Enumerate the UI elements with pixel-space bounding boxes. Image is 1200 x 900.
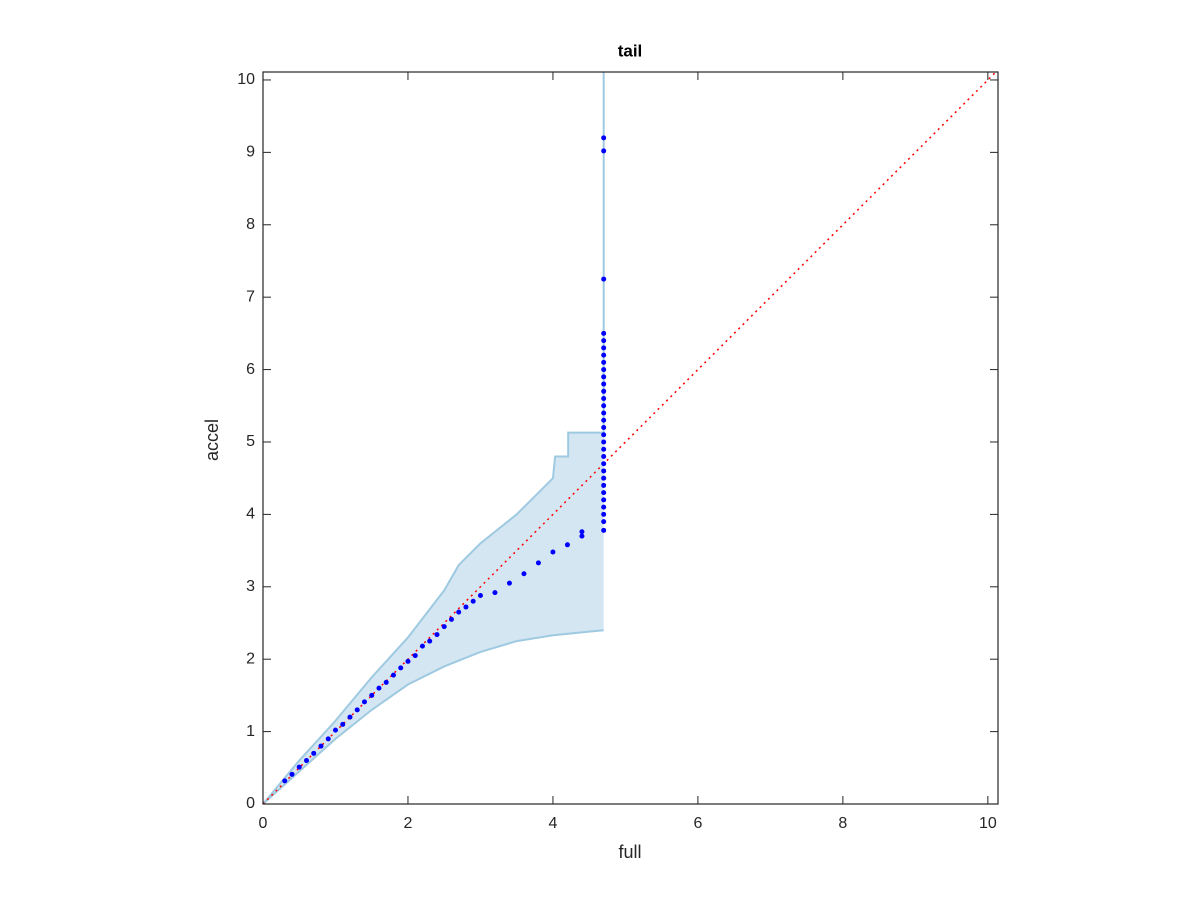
x-tick-label: 0 [259,815,268,832]
reference-line [262,71,997,805]
data-point [601,519,607,525]
data-point [601,482,607,488]
data-point [601,352,607,358]
y-tick-label: 3 [246,578,255,595]
data-point [296,764,302,770]
data-point [376,685,382,691]
data-point [601,425,607,431]
data-point [340,721,346,727]
data-point [601,468,607,474]
plot-frame [262,71,999,805]
data-point [579,529,585,535]
data-point [477,592,483,598]
x-tick-label: 2 [404,815,413,832]
confidence-band [263,432,604,804]
data-point [601,439,607,445]
data-point [463,604,469,610]
data-point [601,432,607,438]
data-point [419,643,425,649]
x-tick-label: 8 [838,815,847,832]
data-point [601,338,607,344]
data-point [601,446,607,452]
y-tick-label: 6 [246,361,255,378]
data-point [412,653,418,659]
x-axis-label: full [618,842,641,862]
data-point [282,778,288,784]
data-point [535,560,541,566]
data-point [601,490,607,496]
data-point [601,453,607,459]
data-point [601,417,607,423]
data-point [390,672,396,678]
data-point [601,504,607,510]
data-point [601,388,607,394]
data-point [601,345,607,351]
band-lower [262,629,604,805]
y-tick-label: 1 [246,723,255,740]
data-point [601,410,607,416]
y-tick-label: 4 [246,506,255,523]
data-point [601,330,607,336]
data-point [601,276,607,282]
data-point [383,679,389,685]
data-point [470,598,476,604]
data-point [325,736,331,742]
y-tick-label: 5 [246,433,255,450]
data-point [311,750,317,756]
data-point [601,403,607,409]
data-point [427,638,433,644]
data-point [601,527,607,533]
band-upper [262,72,605,805]
x-tick-label: 4 [548,815,557,832]
data-point [347,714,353,720]
data-point [550,549,556,555]
data-point [332,727,338,733]
data-point [303,758,309,764]
y-tick-label: 10 [237,71,255,88]
data-point [601,475,607,481]
data-point [601,461,607,467]
data-point [456,609,462,615]
data-point [601,148,607,154]
y-tick-label: 8 [246,216,255,233]
data-point [601,135,607,141]
data-point [289,771,295,777]
data-point [564,542,570,548]
data-point [601,374,607,380]
data-point [492,590,498,596]
data-point [601,497,607,503]
chart-title: tail [618,41,643,60]
data-point [601,381,607,387]
data-point [448,616,454,622]
data-point [579,533,585,539]
data-point [369,692,375,698]
x-tick-label: 10 [979,815,997,832]
y-tick-label: 9 [246,144,255,161]
y-tick-label: 7 [246,288,255,305]
data-point [601,367,607,373]
data-point [601,359,607,365]
x-tick-label: 6 [693,815,702,832]
data-point [521,571,527,577]
data-point [434,632,440,638]
data-point [318,743,324,749]
data-point [601,396,607,402]
y-tick-label: 0 [246,795,255,812]
data-point [354,707,360,713]
data-point [398,665,404,671]
data-point [506,580,512,586]
data-point [361,699,367,705]
y-tick-label: 2 [246,650,255,667]
data-point [405,658,411,664]
data-point [601,511,607,517]
data-point [441,624,447,630]
y-axis-label: accel [202,419,222,461]
